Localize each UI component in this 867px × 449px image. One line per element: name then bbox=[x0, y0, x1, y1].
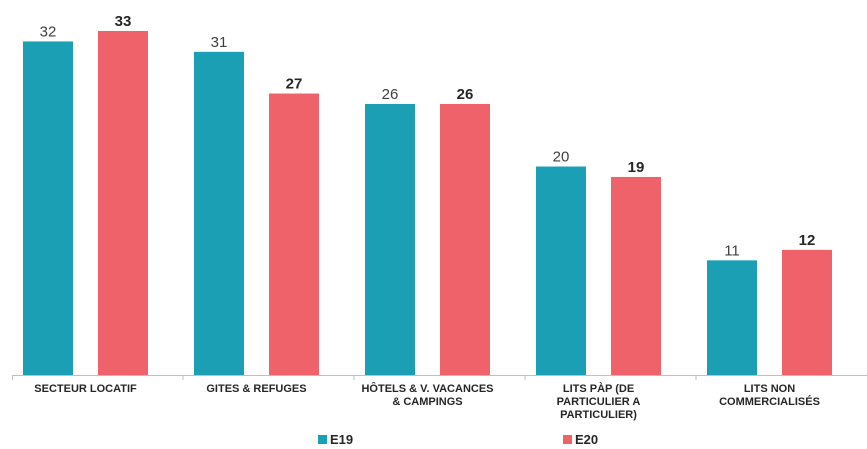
data-label: 32 bbox=[40, 23, 57, 40]
x-tick-label: SECTEUR LOCATIF bbox=[34, 383, 137, 395]
x-tick-label: GITES & REFUGES bbox=[206, 383, 307, 395]
data-label: 26 bbox=[382, 86, 399, 103]
legend-label: E20 bbox=[575, 432, 598, 447]
data-label: 31 bbox=[211, 34, 228, 51]
bar bbox=[269, 93, 319, 375]
legend-label: E19 bbox=[330, 432, 353, 447]
data-label: 12 bbox=[799, 232, 816, 249]
bar bbox=[98, 31, 148, 375]
data-label: 33 bbox=[115, 13, 132, 30]
bar bbox=[707, 260, 757, 375]
x-tick-label: HÔTELS & V. VACANCES & CAMPINGS bbox=[361, 383, 494, 408]
legend-swatch bbox=[318, 435, 327, 444]
bar bbox=[23, 41, 73, 375]
bar bbox=[782, 249, 832, 375]
x-tick-label: LITS PÀP (DE PARTICULIER A PARTICULIER) bbox=[556, 383, 641, 421]
data-label: 19 bbox=[628, 159, 645, 176]
bar bbox=[365, 103, 415, 375]
data-label: 20 bbox=[553, 149, 570, 166]
x-tick-label: LITS NON COMMERCIALISÉS bbox=[719, 383, 820, 408]
data-label: 11 bbox=[724, 242, 740, 259]
data-label: 26 bbox=[457, 86, 474, 103]
bar bbox=[611, 176, 661, 375]
legend-swatch bbox=[563, 435, 572, 444]
bar bbox=[440, 103, 490, 375]
data-label: 27 bbox=[286, 76, 303, 93]
bar bbox=[194, 51, 244, 376]
bar bbox=[536, 166, 586, 375]
